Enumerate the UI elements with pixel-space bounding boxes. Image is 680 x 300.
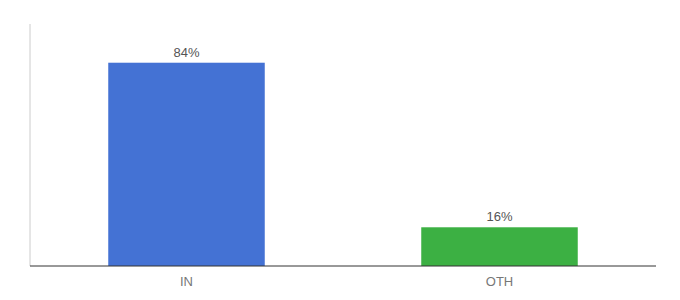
chart-container: 84% 16% IN OTH [0,0,680,300]
chart: 84% 16% IN OTH [0,0,680,300]
bar [421,227,578,266]
y-axis-line [30,24,31,266]
x-axis-line [30,266,656,267]
data-label: 84% [173,45,199,60]
bars [108,63,578,266]
x-tick-label: IN [180,274,193,289]
bar [108,63,265,266]
x-tick-label: OTH [486,274,513,289]
data-label: 16% [486,209,512,224]
